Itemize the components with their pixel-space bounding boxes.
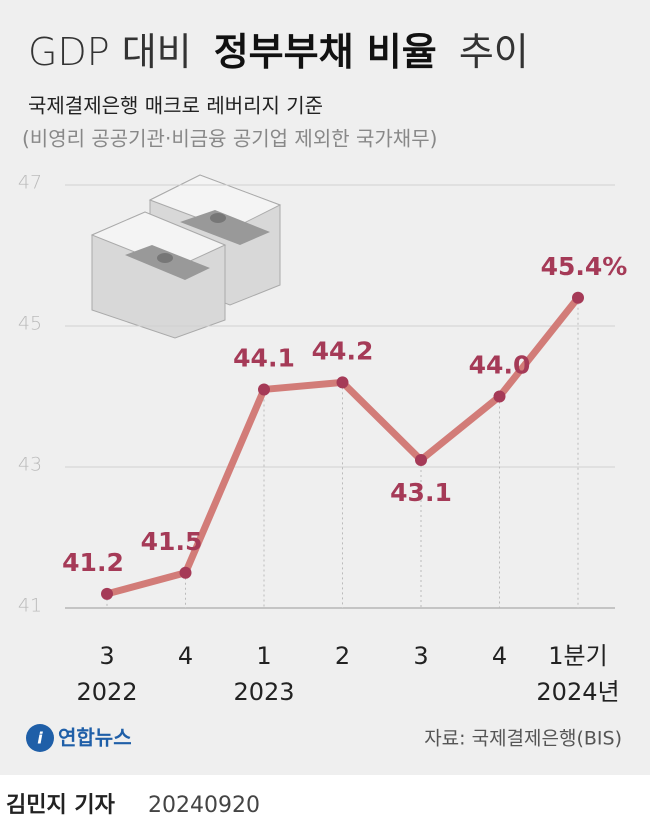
value-label: 44.1 xyxy=(233,343,295,372)
x-tick-label: 3 xyxy=(99,642,114,670)
byline-author: 김민지 기자 xyxy=(6,793,116,818)
footer-background xyxy=(0,775,650,837)
value-label: 43.1 xyxy=(390,478,452,507)
chart-title: GDP 대비 정부부채 비율 추이 xyxy=(28,30,529,74)
byline-date: 20240920 xyxy=(148,793,260,818)
x-tick-label: 4 xyxy=(178,642,193,670)
x-year-label: 2023 xyxy=(233,678,294,706)
subtitle: 국제결제은행 매크로 레버리지 기준 xyxy=(28,94,323,118)
marker xyxy=(179,566,192,579)
title-part: GDP 대비 xyxy=(28,30,192,74)
x-tick-label: 4 xyxy=(492,642,507,670)
value-label: 41.2 xyxy=(62,548,124,577)
value-label: 45.4% xyxy=(541,252,628,281)
x-tick-label: 1 xyxy=(256,642,271,670)
y-tick-label: 47 xyxy=(18,172,42,194)
value-label: 44.0 xyxy=(469,351,531,380)
background xyxy=(0,0,650,775)
svg-text:i: i xyxy=(37,729,43,748)
title-part: 정부부채 비율 xyxy=(214,30,437,74)
logo: i 연합뉴스 xyxy=(26,724,132,752)
x-tick-label: 1분기 xyxy=(548,642,607,670)
marker xyxy=(258,383,270,396)
y-tick-label: 41 xyxy=(18,595,42,617)
x-year-label: 2022 xyxy=(76,678,137,706)
x-tick-label: 3 xyxy=(413,642,428,670)
money-icon xyxy=(90,174,282,339)
x-year-label: 2024년 xyxy=(536,678,619,706)
y-tick-label: 43 xyxy=(18,454,42,476)
x-tick-label: 2 xyxy=(335,642,350,670)
y-tick-label: 45 xyxy=(18,313,42,335)
source: 자료: 국제결제은행(BIS) xyxy=(424,728,622,750)
marker xyxy=(101,587,113,600)
value-label: 44.2 xyxy=(312,336,374,365)
marker xyxy=(572,291,584,304)
value-label: 41.5 xyxy=(141,527,203,556)
marker xyxy=(493,390,506,403)
marker xyxy=(336,376,349,389)
title-part: 추이 xyxy=(459,30,529,74)
logo-text: 연합뉴스 xyxy=(58,726,132,750)
marker xyxy=(415,453,427,466)
note: (비영리 공공기관·비금융 공기업 제외한 국가채무) xyxy=(22,127,437,151)
